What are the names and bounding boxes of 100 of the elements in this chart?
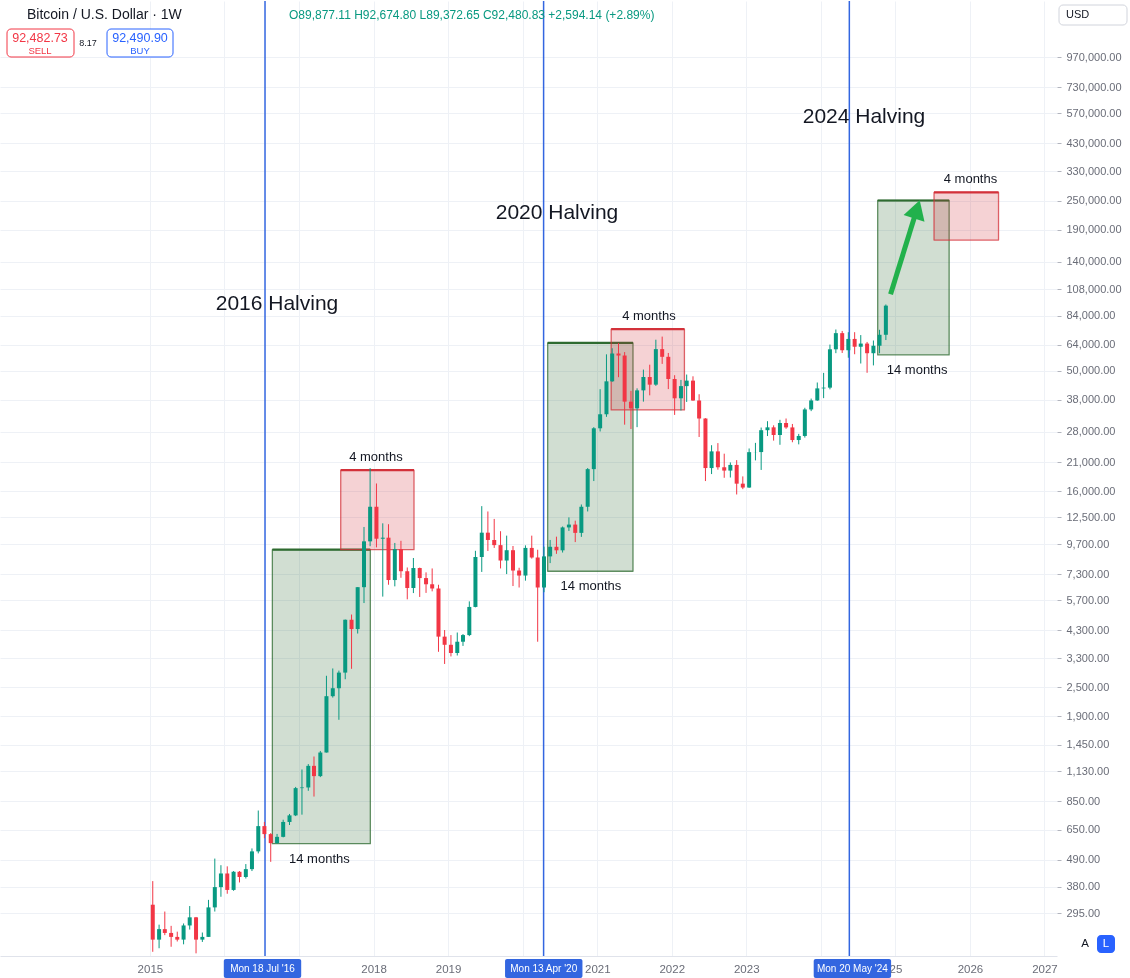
x-tick-label: 2018 — [361, 962, 387, 975]
y-tick-label: 38,000.00 — [1066, 393, 1116, 406]
annotation: 4 months — [943, 171, 998, 187]
candlestick — [734, 459, 739, 495]
y-tick-label: 570,000.00 — [1066, 106, 1122, 119]
candlestick — [299, 768, 304, 816]
candlestick — [157, 924, 162, 949]
candlestick — [672, 374, 677, 416]
y-tick-label: 380.00 — [1066, 880, 1101, 893]
candlestick — [225, 865, 230, 895]
y-tick-label: 1,450.00 — [1066, 738, 1110, 751]
candlestick — [405, 566, 410, 600]
candlestick — [846, 331, 851, 359]
y-tick-label: 12,500.00 — [1066, 510, 1116, 523]
candlestick — [833, 329, 838, 354]
candlestick — [485, 510, 490, 552]
candlestick — [504, 535, 509, 575]
x-tick-label: 2021 — [584, 962, 611, 975]
candlestick — [212, 858, 217, 913]
candlestick — [840, 330, 845, 354]
candlestick — [194, 916, 199, 954]
candlestick — [660, 336, 665, 365]
candlestick — [678, 379, 683, 411]
text: A — [1081, 937, 1090, 949]
x-tick-label: 2026 — [957, 962, 984, 975]
candlestick — [187, 905, 192, 931]
y-tick-label: 21,000.00 — [1066, 455, 1116, 468]
candlestick — [498, 530, 503, 569]
candlestick — [709, 444, 714, 475]
candlestick — [666, 352, 671, 390]
annotation: SELL — [28, 45, 52, 56]
candlestick — [162, 911, 167, 936]
y-tick-label: 190,000.00 — [1066, 223, 1122, 236]
ref-line-label: Mon 20 May '24 — [816, 962, 889, 974]
candlestick — [181, 922, 186, 945]
y-tick-label: 140,000.00 — [1066, 255, 1122, 268]
candlestick — [598, 388, 603, 432]
y-tick-label: 5,700.00 — [1066, 593, 1110, 606]
annotation: 4 months — [349, 449, 404, 465]
candlestick — [231, 870, 236, 892]
chart-title: Bitcoin / U.S. Dollar · 1W — [27, 6, 183, 22]
y-tick-label: 2,500.00 — [1066, 680, 1110, 693]
text: USD — [1066, 8, 1090, 20]
y-tick-label: 7,300.00 — [1066, 567, 1110, 580]
candlestick — [330, 667, 335, 699]
ref-line-label: Mon 13 Apr '20 — [510, 962, 578, 974]
x-tick-label: 2019 — [435, 962, 462, 975]
candlestick — [380, 522, 385, 598]
x-tick-label: 2023 — [733, 962, 760, 975]
candlestick — [169, 925, 174, 948]
candlestick — [691, 375, 695, 402]
candlestick — [448, 634, 453, 657]
candlestick — [249, 847, 254, 872]
candlestick — [858, 334, 863, 365]
annotation: 8.17 — [79, 38, 97, 48]
y-tick-label: 1,900.00 — [1066, 709, 1110, 722]
annotation: 92,490.90 — [112, 31, 168, 45]
annotation: 14 months — [560, 578, 622, 594]
y-tick-label: 3,300.00 — [1066, 651, 1110, 664]
y-tick-label: 430,000.00 — [1066, 136, 1122, 149]
candlestick — [510, 545, 515, 587]
y-tick-label: 9,700.00 — [1066, 537, 1110, 550]
candlestick — [777, 419, 782, 446]
annotation: 14 months — [289, 850, 351, 866]
candlestick — [336, 670, 341, 721]
x-tick-label: 2022 — [659, 962, 686, 975]
annotation: 2016 Halving — [215, 291, 339, 314]
y-tick-label: 4,300.00 — [1066, 623, 1110, 636]
candlestick — [865, 341, 870, 374]
candlestick — [684, 374, 689, 403]
candlestick — [411, 557, 416, 594]
x-tick-label: 2027 — [1032, 962, 1058, 975]
candlestick — [852, 331, 857, 355]
text: L — [1102, 937, 1110, 949]
candlestick — [759, 427, 764, 471]
annotation: BUY — [130, 45, 151, 56]
candlestick — [424, 571, 429, 594]
y-tick-label: 84,000.00 — [1066, 309, 1116, 322]
candlestick — [517, 567, 522, 588]
y-tick-label: 108,000.00 — [1066, 282, 1122, 295]
annotation: 92,482.73 — [12, 31, 68, 45]
y-tick-label: 970,000.00 — [1066, 50, 1122, 63]
candlestick — [635, 387, 640, 428]
y-tick-label: 50,000.00 — [1066, 364, 1116, 377]
candlestick — [455, 632, 460, 656]
y-tick-label: 250,000.00 — [1066, 194, 1122, 207]
y-tick-label: 64,000.00 — [1066, 338, 1116, 351]
candlestick — [306, 763, 311, 792]
y-tick-label: 730,000.00 — [1066, 80, 1122, 93]
x-tick-label: 2015 — [137, 962, 164, 975]
y-tick-label: 850.00 — [1066, 794, 1101, 807]
candlestick — [442, 629, 447, 665]
y-tick-label: 1,130.00 — [1066, 764, 1110, 777]
candlestick — [492, 518, 497, 549]
annotation: 14 months — [886, 361, 948, 377]
candlestick — [349, 614, 354, 670]
annotation: 2024 Halving — [802, 104, 926, 127]
y-tick-label: 16,000.00 — [1066, 484, 1116, 497]
candlestick — [560, 526, 565, 554]
candlestick — [871, 340, 876, 366]
